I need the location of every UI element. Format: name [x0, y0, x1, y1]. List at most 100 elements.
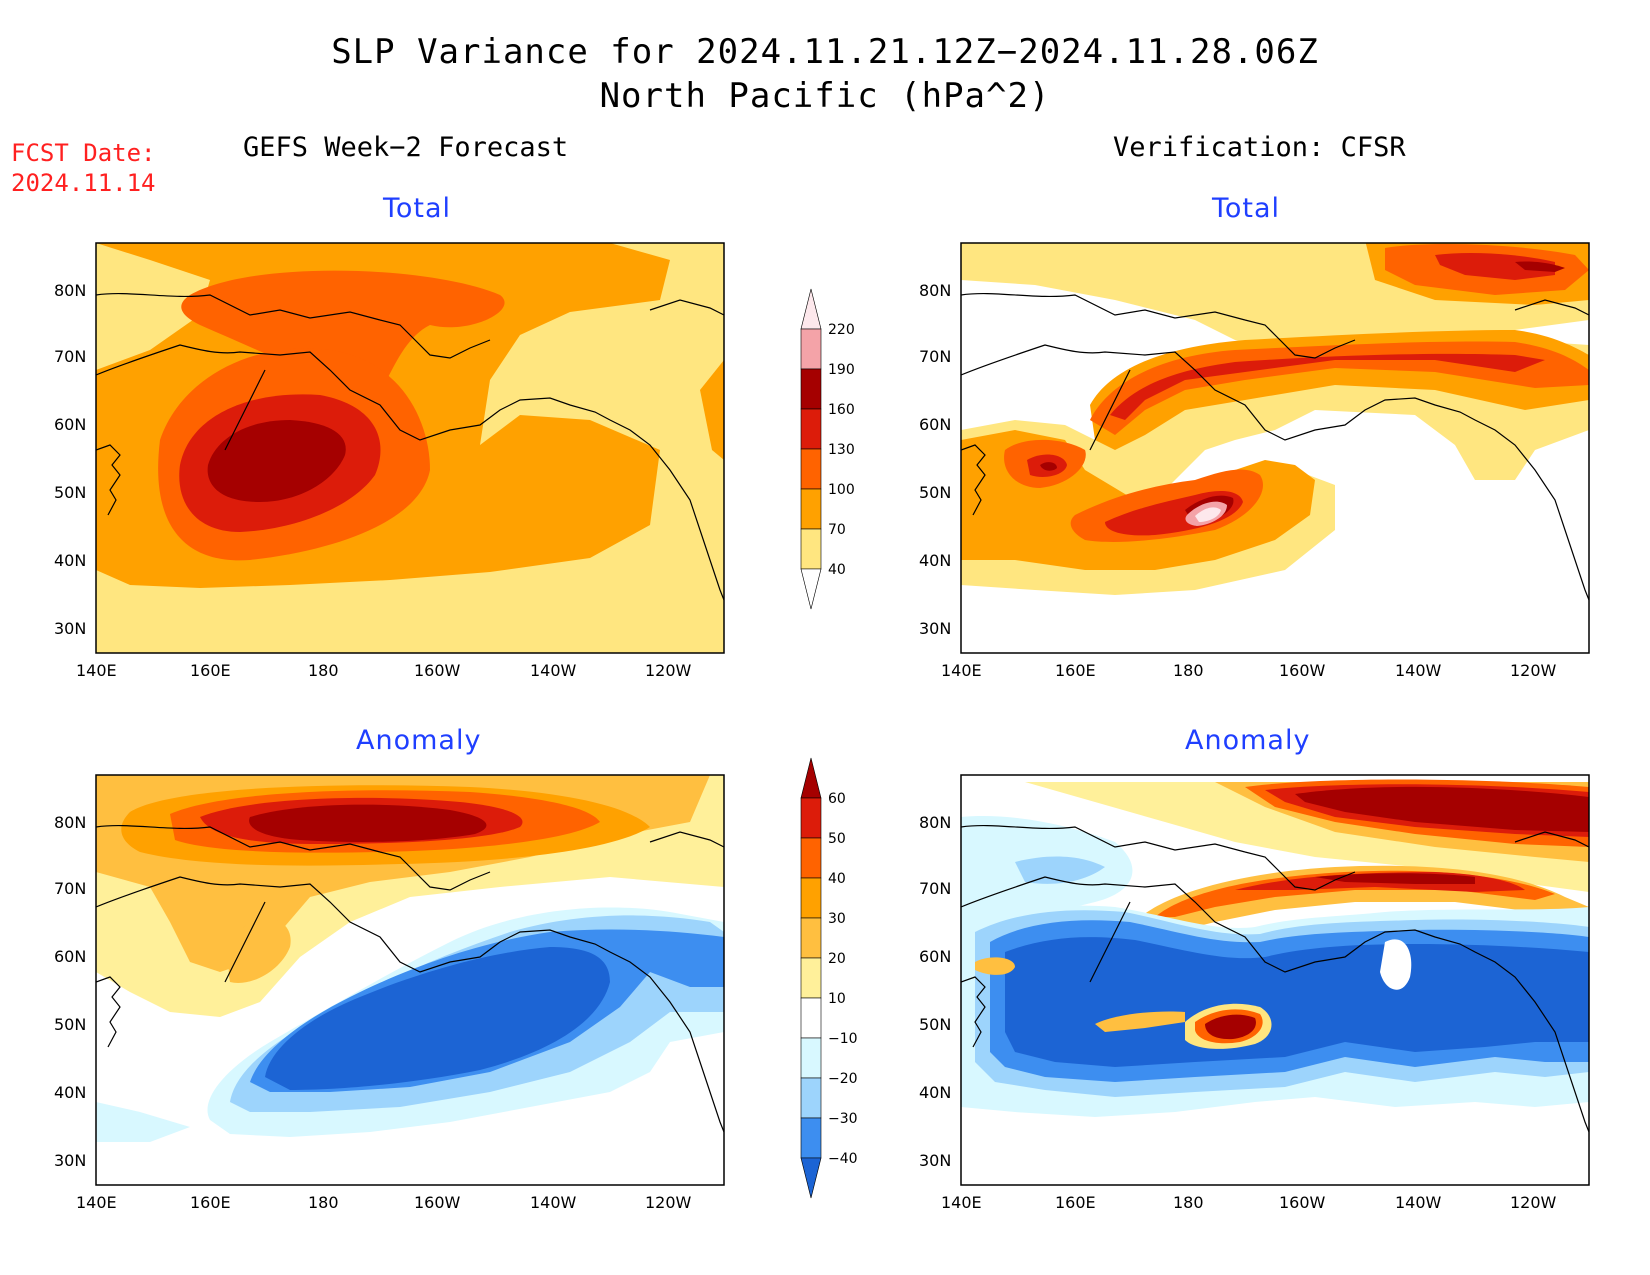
- lat-tick-label: 60N: [919, 947, 951, 966]
- forecast-anomaly-subtitle: Anomaly: [356, 725, 482, 756]
- colorbar-tick-label: 160: [828, 402, 855, 418]
- lon-tick-label: 160W: [414, 661, 461, 680]
- lon-tick-label: 180: [1173, 1193, 1204, 1212]
- lon-tick-label: 140W: [530, 1193, 577, 1212]
- lon-tick-label: 160E: [1055, 661, 1096, 680]
- forecast-column-header: GEFS Week−2 Forecast: [243, 132, 569, 163]
- colorbar-tick-label: 190: [828, 362, 855, 378]
- lat-tick-label: 60N: [919, 415, 951, 434]
- colorbar-tick-label: 70: [828, 522, 846, 538]
- colorbar-tick-label: 60: [828, 791, 846, 807]
- colorbar-swatch: [800, 877, 822, 919]
- anomaly-colorbar: 60 50 40 30 20 10 −10 −20 −30 −40: [800, 757, 858, 1199]
- lat-tick-label: 70N: [54, 879, 86, 898]
- lat-tick-label: 80N: [919, 813, 951, 832]
- lat-tick-label: 30N: [919, 1151, 951, 1170]
- colorbar-tick-label: 100: [828, 482, 855, 498]
- lon-tick-label: 160E: [190, 661, 231, 680]
- latitude-axis-labels: 80N 70N 60N 50N 40N 30N: [54, 813, 86, 1170]
- verification-anomaly-map: 80N 70N 60N 50N 40N 30N 140E 160E 180 16…: [919, 774, 1590, 1212]
- lat-tick-label: 40N: [919, 1083, 951, 1102]
- lat-tick-label: 80N: [54, 281, 86, 300]
- colorbar-swatch: [800, 1117, 822, 1159]
- colorbar-tick-label: 40: [828, 562, 846, 578]
- longitude-axis-labels: 140E 160E 180 160W 140W 120W: [76, 661, 692, 680]
- lat-tick-label: 30N: [919, 619, 951, 638]
- lat-tick-label: 60N: [54, 947, 86, 966]
- latitude-axis-labels: 80N 70N 60N 50N 40N 30N: [54, 281, 86, 638]
- lon-tick-label: 120W: [645, 1193, 692, 1212]
- total-colorbar-labels: 220 190 160 130 100 70 40: [828, 322, 855, 578]
- colorbar-swatch: [800, 528, 822, 570]
- colorbar-tick-label: 50: [828, 831, 846, 847]
- colorbar-swatch: [800, 288, 822, 330]
- colorbar-tick-label: −40: [828, 1151, 858, 1167]
- lat-tick-label: 70N: [919, 879, 951, 898]
- colorbar-tick-label: 40: [828, 871, 846, 887]
- lon-tick-label: 120W: [1510, 661, 1557, 680]
- lat-tick-label: 30N: [54, 1151, 86, 1170]
- coastline-outline: [96, 292, 724, 601]
- lon-tick-label: 160E: [1055, 1193, 1096, 1212]
- lat-tick-label: 50N: [919, 483, 951, 502]
- lat-tick-label: 80N: [919, 281, 951, 300]
- forecast-date-block: FCST Date: 2024.11.14: [11, 138, 156, 198]
- colorbar-swatch: [800, 1077, 822, 1119]
- colorbar-tick-label: −30: [828, 1111, 858, 1127]
- lon-tick-label: 140W: [530, 661, 577, 680]
- coastline-outline: [961, 292, 1589, 601]
- colorbar-tick-label: 30: [828, 911, 846, 927]
- colorbar-swatch: [800, 797, 822, 839]
- colorbar-swatch: [800, 917, 822, 959]
- colorbar-swatch: [800, 408, 822, 450]
- colorbar-swatch: [800, 328, 822, 370]
- lon-tick-label: 140E: [76, 1193, 117, 1212]
- colorbar-swatch: [800, 368, 822, 410]
- lat-tick-label: 60N: [54, 415, 86, 434]
- forecast-date-value: 2024.11.14: [11, 169, 156, 197]
- verification-column-header: Verification: CFSR: [1113, 132, 1406, 163]
- colorbar-swatch: [800, 757, 822, 799]
- lon-tick-label: 140E: [941, 661, 982, 680]
- lon-tick-label: 180: [1173, 661, 1204, 680]
- lon-tick-label: 120W: [645, 661, 692, 680]
- lon-tick-label: 160W: [1279, 661, 1326, 680]
- lon-tick-label: 160E: [190, 1193, 231, 1212]
- lon-tick-label: 180: [308, 1193, 339, 1212]
- forecast-anomaly-map: 80N 70N 60N 50N 40N 30N 140E 160E 180 16…: [54, 774, 725, 1212]
- lon-tick-label: 140E: [941, 1193, 982, 1212]
- colorbar-tick-label: 220: [828, 322, 855, 338]
- colorbar-swatch: [800, 957, 822, 999]
- lon-tick-label: 140E: [76, 661, 117, 680]
- colorbar-swatch: [800, 568, 822, 610]
- verification-total-subtitle: Total: [1212, 193, 1281, 224]
- coastline-outline: [96, 824, 724, 1133]
- lat-tick-label: 50N: [919, 1015, 951, 1034]
- lat-tick-label: 80N: [54, 813, 86, 832]
- lon-tick-label: 180: [308, 661, 339, 680]
- lat-tick-label: 70N: [919, 347, 951, 366]
- colorbar-tick-label: 10: [828, 991, 846, 1007]
- colorbar-swatch: [800, 1037, 822, 1079]
- colorbar-swatch: [800, 997, 822, 1039]
- forecast-total-subtitle: Total: [383, 193, 452, 224]
- colorbar-tick-label: −20: [828, 1071, 858, 1087]
- colorbar-swatch: [800, 837, 822, 879]
- longitude-axis-labels: 140E 160E 180 160W 140W 120W: [76, 1193, 692, 1212]
- colorbar-tick-label: 130: [828, 442, 855, 458]
- longitude-axis-labels: 140E 160E 180 160W 140W 120W: [941, 661, 1557, 680]
- latitude-axis-labels: 80N 70N 60N 50N 40N 30N: [919, 281, 951, 638]
- latitude-axis-labels: 80N 70N 60N 50N 40N 30N: [919, 813, 951, 1170]
- longitude-axis-labels: 140E 160E 180 160W 140W 120W: [941, 1193, 1557, 1212]
- colorbar-swatch: [800, 1157, 822, 1199]
- lon-tick-label: 120W: [1510, 1193, 1557, 1212]
- lon-tick-label: 140W: [1395, 661, 1442, 680]
- verification-anomaly-subtitle: Anomaly: [1185, 725, 1311, 756]
- figure-title-line2: North Pacific (hPa^2): [599, 76, 1051, 116]
- forecast-date-label: FCST Date:: [11, 139, 156, 167]
- colorbar-tick-label: −10: [828, 1031, 858, 1047]
- colorbar-tick-label: 20: [828, 951, 846, 967]
- colorbar-swatch: [800, 448, 822, 490]
- lat-tick-label: 30N: [54, 619, 86, 638]
- lon-tick-label: 140W: [1395, 1193, 1442, 1212]
